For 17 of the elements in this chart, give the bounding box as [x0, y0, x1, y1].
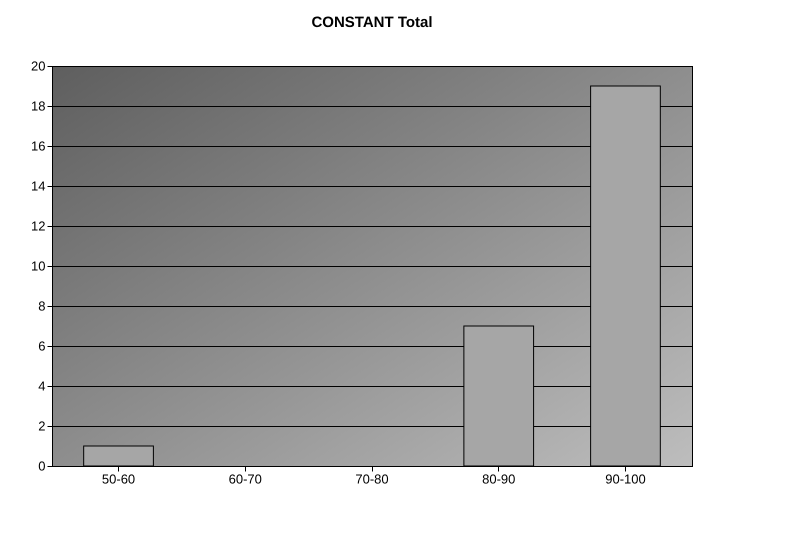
x-tick-label: 90-100 — [605, 472, 646, 486]
y-tick-label: 6 — [38, 338, 46, 354]
x-tick-label: 50-60 — [102, 472, 136, 486]
chart-title: CONSTANT Total — [311, 14, 433, 31]
y-tick-label: 4 — [38, 378, 46, 394]
y-tick-label: 10 — [31, 258, 46, 274]
y-tick-label: 20 — [31, 58, 46, 74]
y-tick-label: 8 — [38, 298, 46, 314]
x-tick-label: 80-90 — [482, 472, 516, 486]
y-tick-label: 12 — [31, 218, 46, 234]
y-tick-label: 16 — [31, 138, 46, 154]
y-tick-label: 14 — [31, 178, 46, 194]
y-tick-label: 2 — [38, 418, 46, 434]
x-tick-label: 70-80 — [355, 472, 389, 486]
y-tick-label: 0 — [38, 458, 46, 474]
x-tick-label: 60-70 — [228, 472, 262, 486]
y-tick-label: 18 — [31, 98, 46, 114]
